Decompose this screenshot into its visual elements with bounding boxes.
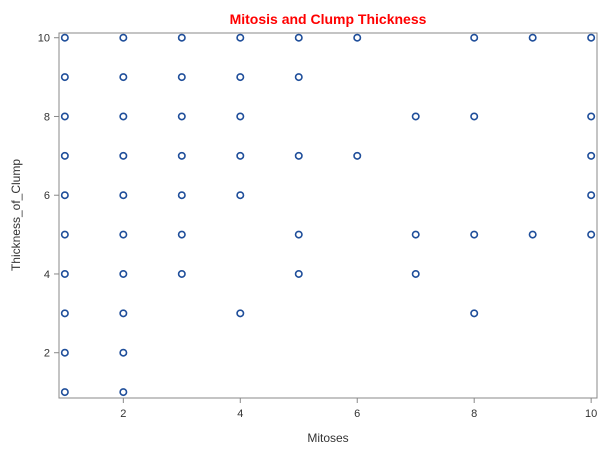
data-point: [119, 230, 128, 239]
data-point: [60, 33, 69, 42]
y-tick-label: 6: [44, 190, 50, 202]
data-point: [119, 309, 128, 318]
data-point: [236, 191, 245, 200]
y-tick-label: 2: [44, 348, 50, 360]
x-tick-label: 6: [354, 408, 360, 420]
data-point: [353, 151, 362, 160]
data-point: [528, 230, 537, 239]
data-point: [411, 230, 420, 239]
data-point: [587, 112, 596, 121]
data-point: [236, 73, 245, 82]
y-tick-label: 4: [44, 269, 50, 281]
data-point: [177, 269, 186, 278]
data-point: [294, 151, 303, 160]
data-point: [177, 73, 186, 82]
data-point: [60, 191, 69, 200]
y-tick-label: 10: [38, 33, 50, 45]
data-point: [60, 388, 69, 397]
data-point: [119, 269, 128, 278]
data-point: [470, 230, 479, 239]
data-point: [587, 151, 596, 160]
x-tick-label: 4: [237, 408, 243, 420]
data-point: [60, 269, 69, 278]
data-point: [236, 33, 245, 42]
data-point: [60, 309, 69, 318]
data-point: [236, 309, 245, 318]
y-axis-label: Thickness_of_Clump: [9, 159, 23, 271]
data-point: [60, 348, 69, 357]
data-point: [587, 33, 596, 42]
chart-title: Mitosis and Clump Thickness: [230, 11, 427, 27]
data-point: [470, 33, 479, 42]
data-point: [294, 230, 303, 239]
data-point: [60, 73, 69, 82]
data-point: [236, 112, 245, 121]
data-point: [528, 33, 537, 42]
data-point: [177, 33, 186, 42]
data-point: [119, 191, 128, 200]
data-point: [119, 33, 128, 42]
data-point: [177, 230, 186, 239]
data-point: [411, 269, 420, 278]
data-point: [177, 112, 186, 121]
data-point: [470, 309, 479, 318]
x-axis: 2 4 6 8 10: [120, 398, 597, 420]
data-points: [60, 33, 596, 397]
x-tick-label: 10: [585, 408, 597, 420]
data-point: [411, 112, 420, 121]
data-point: [470, 112, 479, 121]
data-point: [294, 73, 303, 82]
data-point: [119, 73, 128, 82]
y-tick-label: 8: [44, 111, 50, 123]
data-point: [177, 151, 186, 160]
data-point: [119, 348, 128, 357]
data-point: [119, 151, 128, 160]
data-point: [119, 112, 128, 121]
data-point: [177, 191, 186, 200]
data-point: [294, 33, 303, 42]
data-point: [294, 269, 303, 278]
data-point: [587, 191, 596, 200]
data-point: [119, 388, 128, 397]
x-axis-label: Mitoses: [307, 431, 348, 445]
data-point: [587, 230, 596, 239]
data-point: [60, 151, 69, 160]
y-axis: 2 4 6 8 10: [38, 33, 59, 360]
data-point: [60, 230, 69, 239]
x-tick-label: 2: [120, 408, 126, 420]
data-point: [236, 151, 245, 160]
x-tick-label: 8: [471, 408, 477, 420]
data-point: [60, 112, 69, 121]
data-point: [353, 33, 362, 42]
plot-frame: [58, 32, 598, 399]
